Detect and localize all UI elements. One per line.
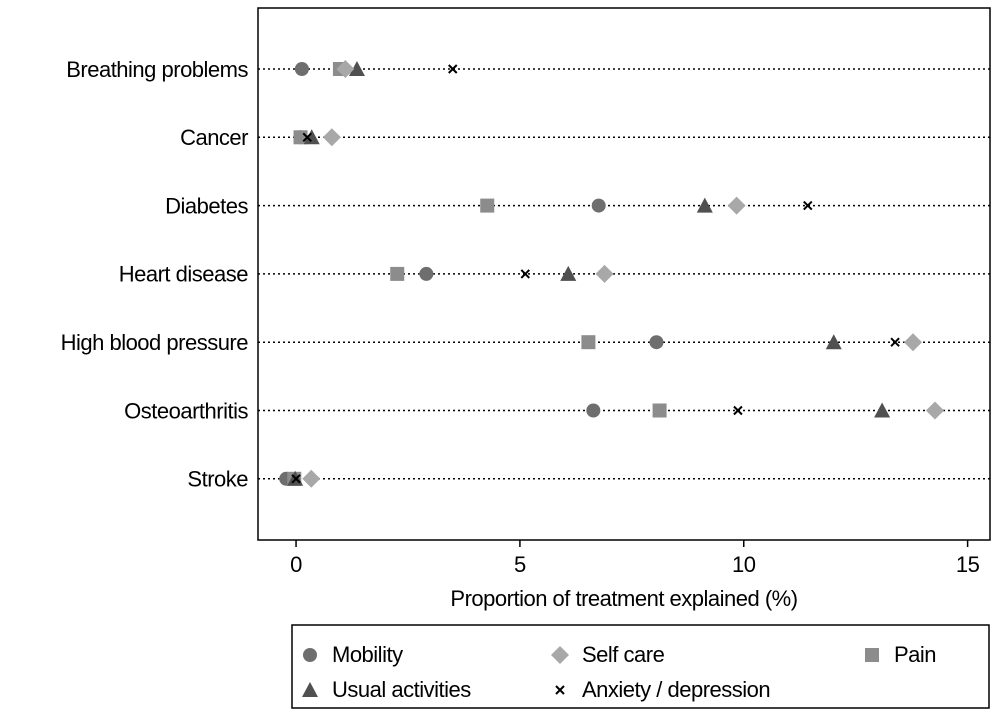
dot <box>294 62 309 76</box>
dot <box>302 469 321 488</box>
dot <box>652 403 667 418</box>
y-tick-label: Breathing problems <box>66 57 248 82</box>
legend-label: Usual activities <box>332 677 471 702</box>
x-tick-label: 15 <box>956 552 980 577</box>
y-tick-label: High blood pressure <box>61 330 249 355</box>
x-tick-label: 5 <box>514 552 526 577</box>
dot <box>733 405 743 416</box>
dot <box>903 333 922 352</box>
dot <box>925 401 944 420</box>
dot <box>303 129 320 145</box>
dot <box>390 266 405 281</box>
dot <box>419 266 434 281</box>
y-tick-label: Stroke <box>187 467 248 492</box>
legend-marker <box>555 685 565 695</box>
legend-marker <box>302 682 318 697</box>
legend-marker <box>303 648 317 662</box>
x-axis-label: Proportion of treatment explained (%) <box>450 586 797 611</box>
dot <box>591 198 606 213</box>
dot <box>696 197 713 213</box>
dot <box>448 64 458 74</box>
legend-marker <box>551 646 569 664</box>
legend <box>291 624 990 709</box>
dot <box>803 200 813 211</box>
legend-label: Self care <box>582 642 665 667</box>
legend-label: Mobility <box>332 642 403 667</box>
dot <box>302 132 312 143</box>
dot <box>560 265 577 281</box>
dot <box>874 402 891 418</box>
y-tick-label: Heart disease <box>119 262 249 287</box>
x-tick-label: 10 <box>732 552 756 577</box>
dot <box>581 335 596 350</box>
dot <box>825 334 842 350</box>
dot <box>890 337 900 347</box>
y-tick-label: Diabetes <box>165 193 248 218</box>
dot <box>348 61 365 76</box>
y-tick-label: Cancer <box>180 125 248 150</box>
dot <box>649 335 664 350</box>
legend-marker <box>865 648 879 662</box>
dot <box>595 264 614 283</box>
x-tick-label: 0 <box>290 552 302 577</box>
dot <box>727 196 746 215</box>
legend-label: Pain <box>894 642 936 667</box>
dot <box>586 403 601 418</box>
dot <box>480 198 495 213</box>
dot <box>520 269 530 279</box>
y-tick-label: Osteoarthritis <box>124 398 248 423</box>
dot <box>291 474 301 484</box>
legend-label: Anxiety / depression <box>582 677 770 702</box>
dot <box>322 128 341 147</box>
dot <box>336 60 355 78</box>
